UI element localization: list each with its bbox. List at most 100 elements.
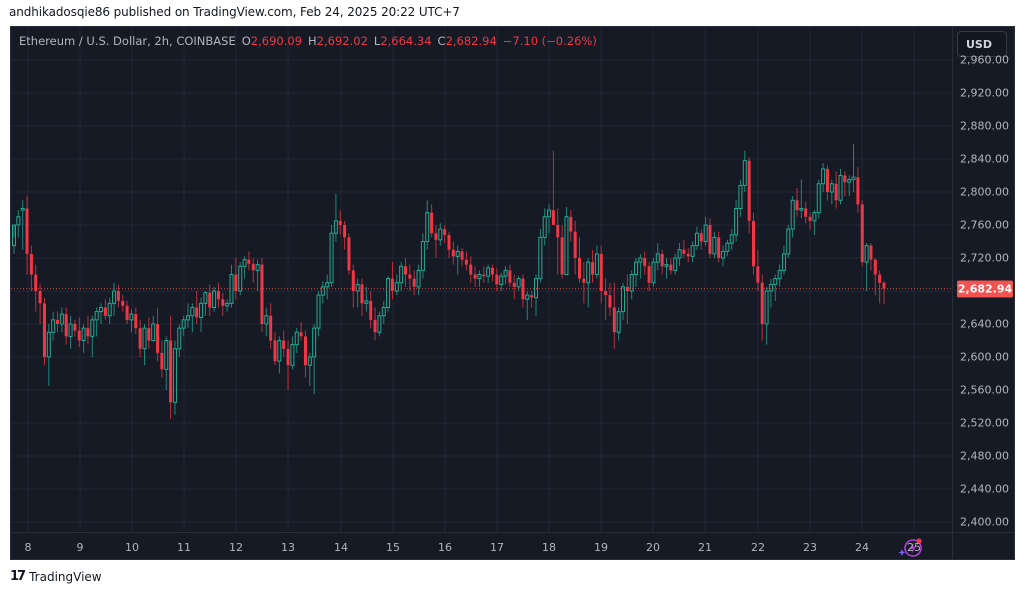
candle	[669, 258, 673, 275]
candle	[38, 284, 42, 324]
candlestick-chart[interactable]	[11, 27, 952, 532]
candle	[225, 299, 230, 312]
candle	[682, 239, 686, 258]
candle	[103, 299, 107, 320]
time-tick-label: 15	[386, 541, 400, 554]
candle	[238, 262, 243, 296]
candle	[42, 297, 46, 366]
price-tick-label: 2,800.00	[960, 185, 1009, 199]
time-tick-label: 13	[281, 541, 295, 554]
candle	[768, 278, 773, 308]
candle	[408, 264, 412, 291]
candle	[869, 243, 873, 271]
candle	[773, 274, 778, 301]
candle	[482, 266, 486, 283]
candle	[394, 274, 399, 296]
candle	[247, 251, 251, 271]
price-tick-label: 2,440.00	[960, 482, 1009, 496]
candle	[464, 251, 468, 271]
candle	[343, 220, 347, 250]
candle	[282, 330, 286, 357]
candle	[477, 270, 482, 287]
candle	[864, 243, 869, 291]
candle	[616, 307, 621, 341]
time-tick-label: 21	[698, 541, 712, 554]
candle	[843, 171, 847, 197]
candle	[721, 245, 726, 267]
time-tick-label: 14	[334, 541, 348, 554]
candle	[430, 204, 434, 238]
candle	[578, 237, 581, 283]
candle	[856, 167, 860, 213]
candle	[838, 168, 843, 205]
candle	[303, 330, 307, 378]
candle	[134, 307, 138, 334]
time-tick-label: 17	[490, 541, 504, 554]
candle	[825, 165, 829, 201]
candle	[299, 322, 303, 341]
candle	[816, 179, 821, 219]
chart-frame: Ethereum / U.S. Dollar, 2h, COINBASE O2,6…	[10, 26, 1015, 560]
chart-pane[interactable]: Ethereum / U.S. Dollar, 2h, COINBASE O2,6…	[11, 27, 952, 557]
candle	[160, 340, 164, 378]
candle	[560, 225, 564, 279]
candle	[147, 317, 151, 349]
published-caption: andhikadosqie86 published on TradingView…	[9, 5, 460, 19]
axis-corner	[952, 532, 1015, 560]
symbol-legend: Ethereum / U.S. Dollar, 2h, COINBASE O2,6…	[19, 34, 603, 48]
symbol-title[interactable]: Ethereum / U.S. Dollar, 2h, COINBASE	[19, 34, 236, 48]
candle	[373, 307, 377, 341]
candle	[195, 291, 199, 324]
candle	[172, 340, 177, 415]
candle	[338, 210, 342, 235]
candle	[795, 187, 799, 217]
candle	[151, 315, 156, 341]
candle	[690, 241, 695, 263]
candle	[390, 262, 394, 300]
open-value: 2,690.09	[250, 34, 303, 48]
time-tick-label: 20	[646, 541, 660, 554]
candle	[316, 291, 321, 337]
sparkle-lightning-icon[interactable]	[897, 536, 925, 564]
candle	[473, 266, 477, 287]
currency-button[interactable]: USD	[957, 31, 1007, 57]
candle	[190, 303, 195, 333]
price-tick-label: 2,920.00	[960, 86, 1009, 100]
candle	[320, 281, 325, 304]
time-tick-label: 19	[594, 541, 608, 554]
candle	[873, 258, 877, 296]
candle	[634, 258, 639, 287]
time-tick-label: 22	[751, 541, 765, 554]
candle	[94, 307, 99, 337]
candle	[756, 249, 760, 291]
tradingview-brand: TradingView	[29, 569, 102, 584]
candle	[729, 229, 734, 250]
candle	[355, 278, 360, 308]
candle	[829, 179, 834, 205]
candle	[20, 200, 25, 250]
candle	[377, 311, 382, 337]
price-axis[interactable]: USD 2,400.00 2,440.00 2,480.00 2,520.00 2,56…	[952, 27, 1015, 532]
candle	[364, 286, 369, 312]
candle	[747, 157, 751, 234]
candle	[486, 264, 491, 283]
time-tick-label: 12	[229, 541, 243, 554]
candle	[499, 272, 504, 291]
candle	[86, 315, 90, 345]
candle	[325, 274, 330, 300]
candle	[586, 258, 591, 308]
price-tick-label: 2,480.00	[960, 449, 1009, 463]
tradingview-logo[interactable]: 17 TradingView	[10, 569, 102, 584]
candle	[121, 295, 125, 312]
open-label: O	[241, 34, 251, 48]
candle	[242, 256, 247, 279]
candle	[821, 163, 826, 192]
time-axis[interactable]: 8 9 10 11 12 13 14 15 16 17 18 19 20 21 22 23 24 25	[11, 532, 952, 560]
candle	[351, 264, 355, 308]
candle	[34, 264, 38, 312]
candle	[255, 259, 260, 291]
candle	[116, 284, 120, 308]
price-tick-label: 2,520.00	[960, 416, 1009, 430]
candle	[582, 262, 586, 304]
candle	[790, 196, 795, 238]
